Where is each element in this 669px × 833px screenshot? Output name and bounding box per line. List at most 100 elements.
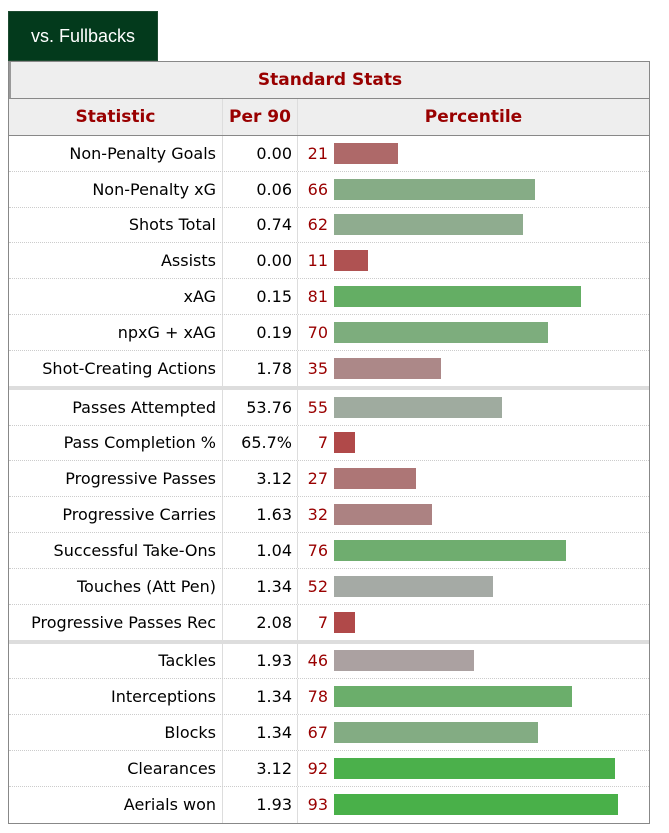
percentile-value: 21: [307, 143, 328, 163]
table-row: Assists 0.00 11: [9, 243, 649, 280]
per90-value: 1.34: [223, 715, 298, 750]
table-row: Interceptions 1.34 78: [9, 679, 649, 716]
per90-value: 1.34: [223, 679, 298, 715]
percentile-cell: 70: [298, 315, 649, 350]
percentile-value: 62: [307, 215, 328, 235]
table-row: Pass Completion % 65.7% 7: [9, 425, 649, 462]
percentile-cell: 76: [298, 533, 649, 568]
percentile-value: 7: [317, 433, 328, 453]
per90-value: 0.00: [223, 243, 298, 279]
percentile-value: 11: [307, 251, 328, 271]
table-row: Tackles 1.93 46: [9, 643, 649, 680]
table-row: Progressive Passes Rec 2.08 7: [9, 604, 649, 644]
percentile-value: 70: [307, 322, 328, 342]
percentile-cell: 52: [298, 569, 649, 604]
per90-value: 3.12: [223, 461, 298, 497]
percentile-value: 7: [317, 612, 328, 632]
percentile-bar: [334, 650, 475, 672]
per90-value: 1.34: [223, 568, 298, 604]
stat-name: Blocks: [9, 715, 223, 750]
percentile-cell: 11: [298, 243, 649, 278]
percentile-cell: 32: [298, 497, 649, 532]
percentile-cell: 27: [298, 461, 649, 496]
percentile-bar: [334, 250, 368, 272]
header-per90[interactable]: Per 90: [223, 99, 298, 135]
table-row: Non-Penalty xG 0.06 66: [9, 171, 649, 208]
stat-name: Successful Take-Ons: [9, 532, 223, 568]
stat-name: Tackles: [9, 643, 223, 679]
per90-value: 0.06: [223, 171, 298, 207]
percentile-value: 46: [307, 651, 328, 671]
table-row: Passes Attempted 53.76 55: [9, 389, 649, 426]
percentile-bar: [334, 321, 548, 343]
per90-value: 53.76: [223, 389, 298, 425]
standard-stats-table: Standard Stats Statistic Per 90 Percenti…: [8, 61, 650, 824]
percentile-cell: 46: [298, 644, 649, 679]
per90-value: 1.78: [223, 350, 298, 386]
stat-name: Assists: [9, 243, 223, 279]
percentile-cell: 55: [298, 390, 649, 425]
percentile-cell: 66: [298, 172, 649, 207]
stat-name: Touches (Att Pen): [9, 568, 223, 604]
percentile-cell: 67: [298, 715, 649, 750]
table-row: Non-Penalty Goals 0.00 21: [9, 136, 649, 172]
percentile-bar: [334, 722, 539, 744]
percentile-bar: [334, 178, 536, 200]
per90-value: 65.7%: [223, 425, 298, 461]
percentile-value: 66: [307, 179, 328, 199]
percentile-value: 52: [307, 576, 328, 596]
percentile-bar: [334, 539, 566, 561]
percentile-value: 35: [307, 358, 328, 378]
percentile-cell: 21: [298, 136, 649, 171]
percentile-cell: 7: [298, 605, 649, 640]
percentile-bar: [334, 504, 432, 526]
table-row: Blocks 1.34 67: [9, 715, 649, 751]
percentile-bar: [334, 611, 356, 633]
table-row: Shots Total 0.74 62: [9, 207, 649, 244]
percentile-cell: 62: [298, 208, 649, 243]
table-row: Successful Take-Ons 1.04 76: [9, 532, 649, 569]
stat-name: Shot-Creating Actions: [9, 350, 223, 386]
stat-name: npxG + xAG: [9, 314, 223, 350]
stat-name: Clearances: [9, 750, 223, 786]
percentile-cell: 7: [298, 426, 649, 461]
percentile-value: 27: [307, 469, 328, 489]
percentile-bar: [334, 286, 582, 308]
percentile-value: 78: [307, 687, 328, 707]
stat-name: Non-Penalty Goals: [9, 136, 223, 171]
stat-name: Interceptions: [9, 679, 223, 715]
per90-value: 1.93: [223, 643, 298, 679]
percentile-bar: [334, 468, 417, 490]
percentile-value: 76: [307, 540, 328, 560]
stat-name: Shots Total: [9, 207, 223, 243]
tab-vs-fullbacks[interactable]: vs. Fullbacks: [8, 11, 158, 61]
table-header-row: Statistic Per 90 Percentile: [9, 99, 649, 136]
table-row: Touches (Att Pen) 1.34 52: [9, 568, 649, 605]
stat-name: Progressive Carries: [9, 497, 223, 532]
per90-value: 0.19: [223, 314, 298, 350]
per90-value: 0.74: [223, 207, 298, 243]
header-statistic[interactable]: Statistic: [9, 99, 223, 135]
percentile-value: 81: [307, 287, 328, 307]
percentile-bar: [334, 357, 441, 379]
percentile-cell: 93: [298, 787, 649, 823]
percentile-bar: [334, 794, 618, 816]
stat-name: Passes Attempted: [9, 389, 223, 425]
percentile-bar: [334, 142, 399, 164]
stat-name: Aerials won: [9, 786, 223, 823]
stat-name: Progressive Passes: [9, 461, 223, 497]
percentile-bar: [334, 214, 524, 236]
per90-value: 0.15: [223, 279, 298, 314]
stat-name: xAG: [9, 279, 223, 314]
percentile-cell: 78: [298, 679, 649, 714]
per90-value: 1.04: [223, 532, 298, 568]
table-caption: Standard Stats: [9, 62, 649, 99]
per90-value: 2.08: [223, 604, 298, 640]
percentile-value: 32: [307, 505, 328, 525]
per90-value: 0.00: [223, 136, 298, 171]
header-percentile[interactable]: Percentile: [424, 107, 523, 127]
table-row: Progressive Carries 1.63 32: [9, 497, 649, 533]
percentile-cell: 92: [298, 751, 649, 786]
stat-name: Progressive Passes Rec: [9, 604, 223, 640]
percentile-value: 55: [307, 397, 328, 417]
